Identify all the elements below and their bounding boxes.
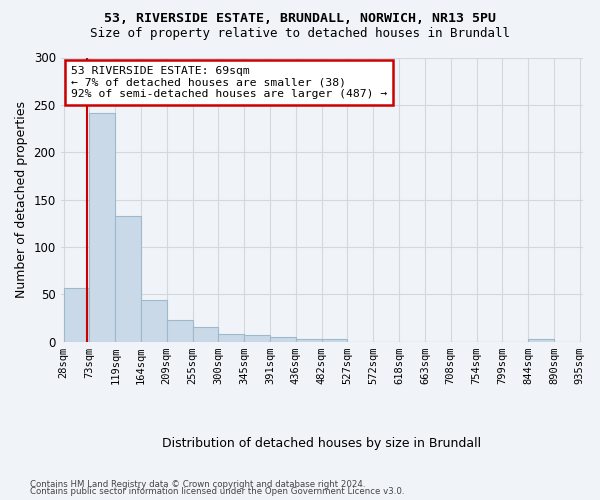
Bar	[218, 334, 244, 342]
Bar	[528, 339, 554, 342]
Text: Size of property relative to detached houses in Brundall: Size of property relative to detached ho…	[90, 28, 510, 40]
Bar	[322, 339, 347, 342]
Bar	[167, 320, 193, 342]
Bar	[64, 288, 89, 342]
Y-axis label: Number of detached properties: Number of detached properties	[15, 101, 28, 298]
Text: Contains public sector information licensed under the Open Government Licence v3: Contains public sector information licen…	[30, 487, 404, 496]
Bar	[141, 300, 167, 342]
Bar	[115, 216, 141, 342]
Bar	[244, 335, 270, 342]
X-axis label: Distribution of detached houses by size in Brundall: Distribution of detached houses by size …	[162, 437, 481, 450]
Bar	[296, 339, 322, 342]
Bar	[270, 337, 296, 342]
Bar	[89, 114, 115, 342]
Text: 53, RIVERSIDE ESTATE, BRUNDALL, NORWICH, NR13 5PU: 53, RIVERSIDE ESTATE, BRUNDALL, NORWICH,…	[104, 12, 496, 26]
Text: 53 RIVERSIDE ESTATE: 69sqm
← 7% of detached houses are smaller (38)
92% of semi-: 53 RIVERSIDE ESTATE: 69sqm ← 7% of detac…	[71, 66, 388, 99]
Bar	[193, 326, 218, 342]
Text: Contains HM Land Registry data © Crown copyright and database right 2024.: Contains HM Land Registry data © Crown c…	[30, 480, 365, 489]
